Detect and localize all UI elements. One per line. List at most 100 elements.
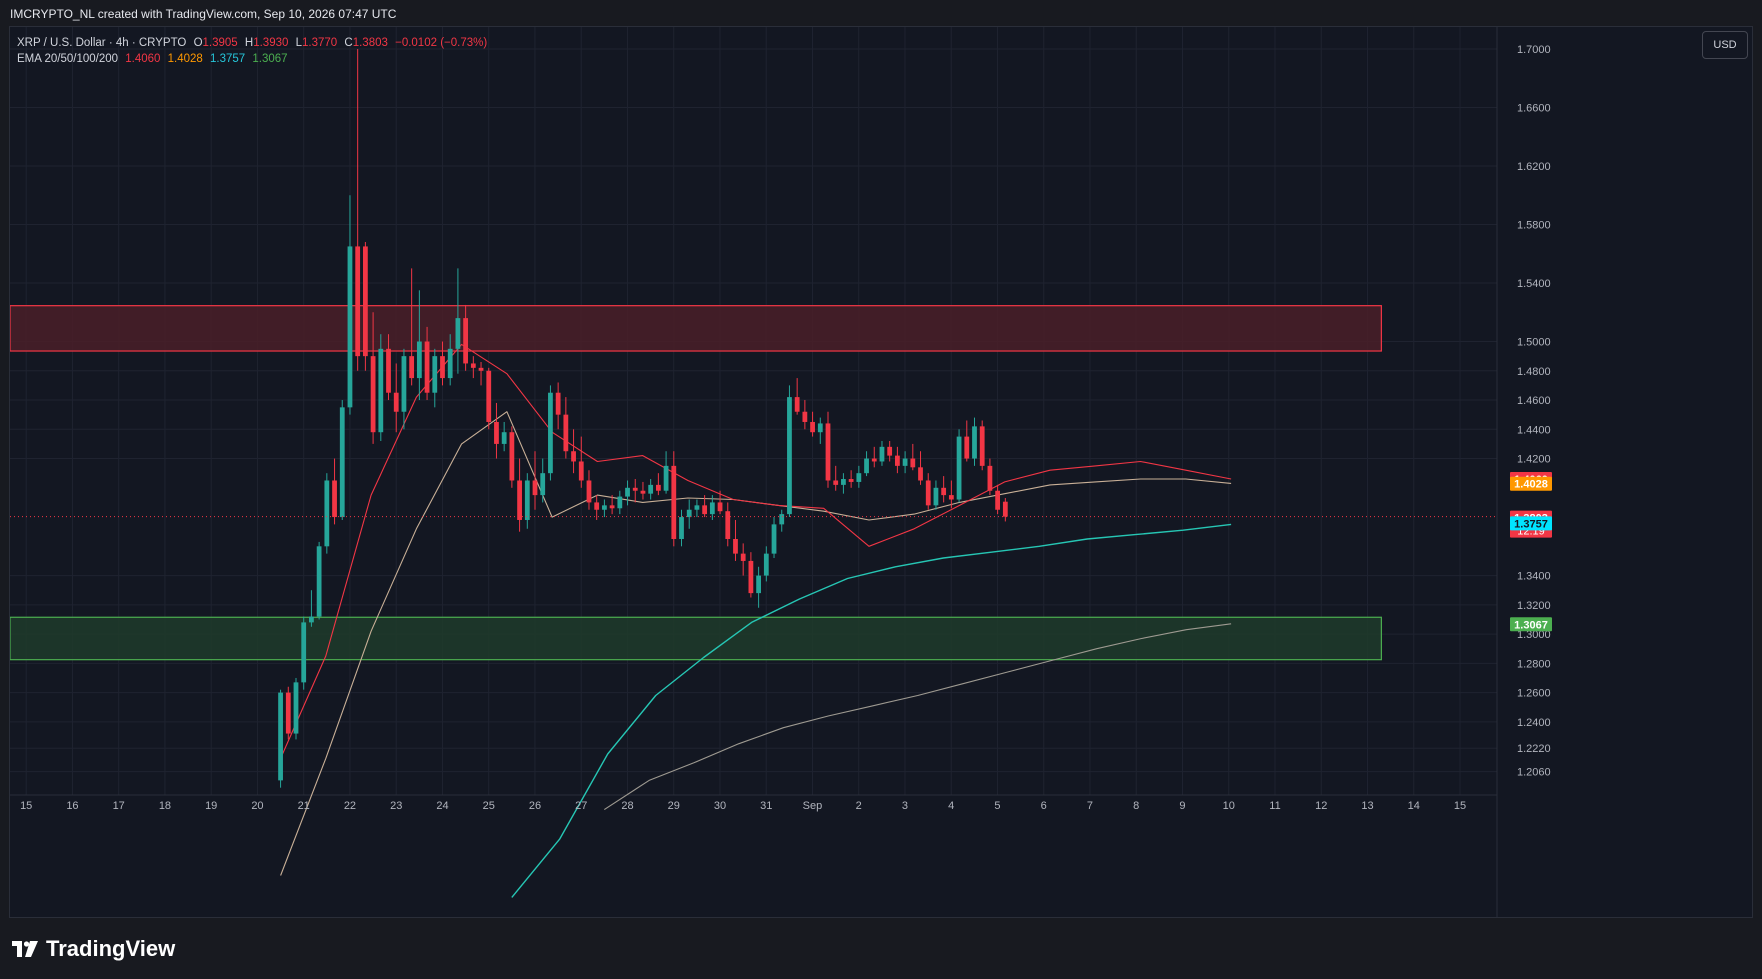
tradingview-logo: TradingView — [12, 936, 175, 962]
candle-body — [617, 496, 623, 509]
legend-change: −0.0102 (−0.73%) — [395, 37, 488, 49]
price-tick-label: 1.7000 — [1517, 44, 1551, 56]
candle-body — [879, 446, 885, 462]
legend-ema-row: EMA 20/50/100/200 1.4060 1.4028 1.3757 1… — [17, 51, 487, 67]
candle-body — [578, 461, 584, 481]
candle-body — [663, 465, 669, 491]
price-tick-label: 1.2600 — [1517, 688, 1551, 700]
candle-body — [594, 502, 600, 510]
time-tick-label: 16 — [66, 800, 78, 812]
legend-ema-label: EMA 20/50/100/200 — [17, 53, 119, 65]
time-tick-label: 27 — [575, 800, 587, 812]
ema200-price-label: 1.3067 — [1514, 619, 1548, 631]
time-tick-label: 12 — [1315, 800, 1327, 812]
ema20-line — [280, 343, 1232, 759]
time-tick-label: 2 — [856, 800, 862, 812]
ema200-line — [603, 623, 1232, 811]
legend-ema20-value: 1.4060 — [125, 53, 161, 65]
time-tick-label: 31 — [760, 800, 772, 812]
time-tick-label: 14 — [1408, 800, 1420, 812]
candle-body — [432, 356, 438, 393]
candle-body — [478, 367, 484, 371]
candle-body — [841, 479, 846, 485]
candle-body — [285, 692, 291, 734]
legend-close-value: 1.3803 — [352, 37, 388, 49]
candle-body — [925, 480, 931, 506]
legend-ema50-value: 1.4028 — [167, 53, 203, 65]
candle-body — [717, 502, 723, 512]
candle-body — [848, 479, 854, 482]
candle-body — [856, 473, 862, 482]
legend-high-value: 1.3930 — [253, 37, 289, 49]
time-tick-label: 22 — [344, 800, 356, 812]
candle-body — [501, 432, 507, 444]
candle-body — [871, 458, 877, 462]
time-tick-label: 5 — [994, 800, 1000, 812]
candle-body — [640, 490, 646, 494]
price-tick-label: 1.3400 — [1517, 571, 1551, 583]
candle-body — [956, 436, 962, 500]
candle-body — [802, 411, 808, 422]
candle-body — [416, 341, 422, 379]
price-tick-label: 1.3000 — [1517, 629, 1551, 641]
ema100-line — [511, 523, 1232, 898]
candle-body — [625, 487, 630, 497]
candle-body — [810, 421, 815, 433]
time-tick-label: 23 — [390, 800, 402, 812]
time-tick-label: Sep — [803, 800, 823, 812]
price-tick-label: 1.5400 — [1517, 278, 1551, 290]
legend-low-value: 1.3770 — [302, 37, 338, 49]
resistance-zone — [10, 305, 1382, 352]
currency-button[interactable]: USD — [1702, 31, 1748, 59]
time-tick-label: 20 — [251, 800, 263, 812]
ema50-price-label-bg — [1510, 476, 1552, 491]
candle-body — [386, 348, 391, 393]
candle-body — [316, 546, 322, 617]
time-tick-label: 13 — [1361, 800, 1373, 812]
candle-body — [995, 490, 1001, 510]
candle-body — [401, 356, 407, 412]
price-tick-label: 1.2800 — [1517, 658, 1551, 670]
candle-body — [725, 511, 731, 539]
candle-body — [910, 458, 916, 468]
candle-body — [864, 458, 869, 474]
candle-body — [548, 392, 553, 474]
price-chart[interactable]: 1.2060 1.2220 1.2400 1.2600 1.2800 1.3000 1.32… — [10, 27, 1752, 917]
candle-body — [694, 505, 700, 510]
candle-body — [463, 318, 469, 364]
candle-body — [602, 505, 607, 510]
time-tick-label: 19 — [205, 800, 217, 812]
tradingview-wordmark: TradingView — [46, 936, 176, 961]
time-tick-label: 21 — [298, 800, 310, 812]
candle-body — [655, 484, 661, 491]
support-zone — [10, 616, 1382, 661]
time-tick-label: 15 — [20, 800, 32, 812]
time-tick-label: 8 — [1133, 800, 1139, 812]
candle-body — [1002, 501, 1008, 517]
time-tick-label: 11 — [1269, 800, 1280, 812]
price-tick-label: 1.5000 — [1517, 337, 1551, 349]
candle-body — [332, 480, 337, 518]
candle-body — [756, 575, 761, 594]
candle-body — [972, 426, 977, 459]
candle-body — [447, 348, 453, 379]
candle-body — [347, 246, 353, 408]
candle-body — [709, 502, 715, 515]
chart-frame[interactable]: 1.2060 1.2220 1.2400 1.2600 1.2800 1.3000 1.32… — [9, 26, 1753, 918]
candle-body — [787, 397, 792, 515]
ema100-price-label: 1.3757 — [1514, 518, 1548, 530]
chart-legend: XRP / U.S. Dollar · 4h · CRYPTO O1.3905 … — [17, 35, 487, 67]
candle-body — [648, 484, 654, 494]
candle-body — [509, 432, 515, 481]
tradingview-logo-icon — [12, 941, 38, 957]
candle-body — [455, 318, 461, 349]
time-tick-label: 25 — [483, 800, 495, 812]
candle-body — [486, 370, 492, 422]
price-tick-label: 1.2220 — [1517, 743, 1551, 755]
candle-body — [740, 553, 746, 561]
price-tick-label: 1.6200 — [1517, 161, 1551, 173]
candle-body — [355, 246, 361, 357]
ema200-price-label-bg — [1510, 617, 1552, 632]
time-tick-label: 18 — [159, 800, 171, 812]
candle-body — [771, 524, 777, 554]
